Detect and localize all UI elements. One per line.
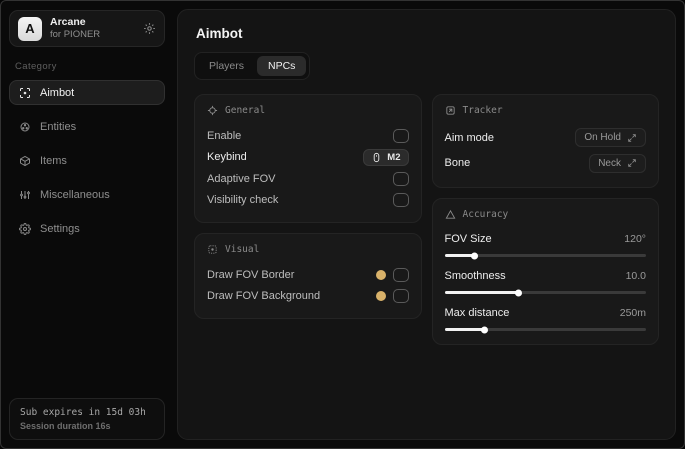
color-swatch[interactable] xyxy=(375,291,386,302)
keybind-button[interactable]: M2 xyxy=(363,148,409,166)
setting-row-fov-background: Draw FOV Background xyxy=(207,286,409,308)
sub-expiry-text: Sub expires in 15d 03h xyxy=(20,407,146,418)
tab-bar: Players NPCs xyxy=(194,52,311,80)
slider-value: 250m xyxy=(619,306,646,319)
bone-select[interactable]: Neck xyxy=(589,153,646,173)
smoothness-slider[interactable] xyxy=(444,291,646,294)
setting-row-adaptive-fov: Adaptive FOV xyxy=(207,168,409,190)
setting-label: FOV Size xyxy=(444,232,492,245)
slider-group-max-distance: Max distance 250m xyxy=(444,303,646,331)
sidebar-item-items[interactable]: Items xyxy=(9,148,165,173)
sidebar-item-label: Aimbot xyxy=(40,86,75,99)
fov-size-slider[interactable] xyxy=(444,254,646,257)
setting-row-visibility-check: Visibility check xyxy=(207,190,409,212)
setting-label: Enable xyxy=(207,129,242,142)
setting-label: Visibility check xyxy=(207,194,279,207)
card-visual: Visual Draw FOV Border Draw FOV Backgrou… xyxy=(194,233,422,319)
setting-label: Draw FOV Border xyxy=(207,268,295,281)
setting-label: Keybind xyxy=(207,151,247,164)
fov-background-checkbox[interactable] xyxy=(392,289,409,304)
brand-subtitle: for PIONER xyxy=(50,29,101,41)
cube-icon xyxy=(19,155,31,167)
sidebar-item-entities[interactable]: Entities xyxy=(9,114,165,139)
card-title: General xyxy=(225,105,266,116)
sidebar-item-label: Miscellaneous xyxy=(40,188,110,201)
setting-row-enable: Enable xyxy=(207,125,409,147)
brand-name: Arcane xyxy=(50,16,86,28)
expand-icon xyxy=(627,133,637,143)
setting-label: Aim mode xyxy=(444,131,495,144)
brand-card: A Arcane for PIONER xyxy=(9,10,165,47)
gear-icon xyxy=(19,222,31,235)
crosshair-icon xyxy=(19,87,31,99)
expand-icon xyxy=(627,158,637,168)
card-accuracy: Accuracy FOV Size 120° Smoothnes xyxy=(431,198,659,345)
aim-mode-select[interactable]: On Hold xyxy=(575,128,646,148)
sidebar: A Arcane for PIONER Category Aimbot Enti… xyxy=(1,1,173,448)
session-duration-text: Session duration 16s xyxy=(20,421,111,431)
subscription-box: Sub expires in 15d 03h Session duration … xyxy=(9,398,165,440)
entities-icon xyxy=(19,121,31,133)
sidebar-item-label: Entities xyxy=(40,120,77,133)
setting-label: Adaptive FOV xyxy=(207,172,276,185)
sidebar-item-miscellaneous[interactable]: Miscellaneous xyxy=(9,182,165,207)
card-title: Visual xyxy=(225,244,260,255)
setting-label: Bone xyxy=(444,157,471,170)
mouse-icon xyxy=(371,152,382,163)
setting-row-keybind: Keybind M2 xyxy=(207,147,409,169)
sliders-icon xyxy=(19,189,31,201)
setting-row-fov-border: Draw FOV Border xyxy=(207,264,409,286)
crosshair-icon xyxy=(207,105,218,116)
tab-players[interactable]: Players xyxy=(209,60,245,72)
setting-row-bone: Bone Neck xyxy=(444,151,646,177)
setting-label: Draw FOV Background xyxy=(207,290,321,303)
setting-label: Max distance xyxy=(444,306,510,319)
eye-icon xyxy=(207,244,218,255)
page-title: Aimbot xyxy=(196,26,243,41)
card-general: General Enable Keybind M2 xyxy=(194,94,422,223)
brand-logo: A xyxy=(18,16,42,41)
sidebar-item-aimbot[interactable]: Aimbot xyxy=(9,80,165,105)
sidebar-item-label: Settings xyxy=(40,222,80,235)
card-tracker: Tracker Aim mode On Hold Bone xyxy=(431,94,659,188)
max-distance-slider[interactable] xyxy=(444,328,646,331)
adaptive-fov-checkbox[interactable] xyxy=(392,171,409,186)
sidebar-item-label: Items xyxy=(40,154,67,167)
tracker-icon xyxy=(445,105,456,116)
slider-group-smoothness: Smoothness 10.0 xyxy=(444,266,646,294)
color-swatch[interactable] xyxy=(375,269,386,280)
card-title: Accuracy xyxy=(462,209,509,220)
card-title: Tracker xyxy=(462,105,503,116)
enable-checkbox[interactable] xyxy=(392,128,409,143)
fov-border-checkbox[interactable] xyxy=(392,267,409,282)
delta-icon xyxy=(445,209,456,220)
visibility-check-checkbox[interactable] xyxy=(392,193,409,208)
setting-row-aim-mode: Aim mode On Hold xyxy=(444,125,646,151)
gear-icon[interactable] xyxy=(143,22,156,35)
setting-label: Smoothness xyxy=(444,269,506,282)
slider-value: 120° xyxy=(624,232,646,245)
sidebar-item-settings[interactable]: Settings xyxy=(9,216,165,241)
tab-npcs[interactable]: NPCs xyxy=(257,56,307,76)
main-panel: Aimbot Players NPCs General Enable xyxy=(177,9,676,440)
slider-value: 10.0 xyxy=(625,269,646,282)
category-label: Category xyxy=(15,61,57,72)
slider-group-fov-size: FOV Size 120° xyxy=(444,229,646,257)
